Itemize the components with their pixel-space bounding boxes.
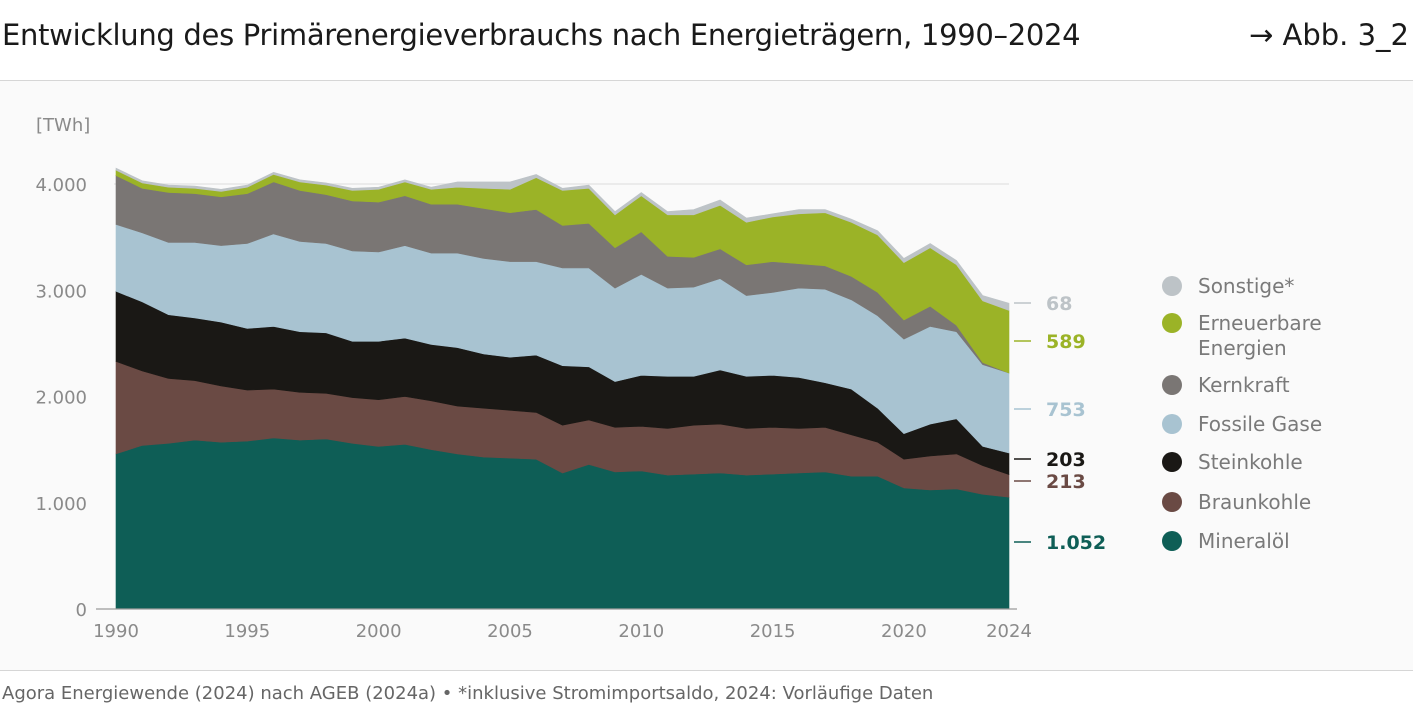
y-tick-label: 2.000 [35,388,87,409]
legend-swatch [1162,452,1182,472]
end-label: 753 [1046,399,1086,421]
source-note: Agora Energiewende (2024) nach AGEB (202… [2,683,934,704]
legend-label: Erneuerbare Energien [1198,311,1322,360]
stacked-area-chart: 0 1.000 2.000 3.000 4.000 [TWh] 1990 1995 2000 20… [35,115,1322,642]
legend-label: Sonstige* [1198,274,1294,298]
legend-label: Fossile Gase [1198,412,1322,436]
end-label: 589 [1046,331,1086,353]
x-tick-label: 2015 [750,621,796,642]
legend-label: Kernkraft [1198,373,1290,397]
legend-label-line: Energien [1198,336,1287,360]
legend-swatch [1162,531,1182,551]
end-label: 213 [1046,471,1086,493]
legend-label-line: Fossile Gase [1198,412,1322,436]
legend-swatch [1162,414,1182,434]
y-tick-label: 3.000 [35,281,87,302]
x-tick-label: 2000 [356,621,402,642]
x-tick-label: 1990 [93,621,139,642]
legend-swatch [1162,276,1182,296]
y-axis-unit: [TWh] [36,115,90,136]
y-tick-label: 0 [76,600,87,621]
x-tick-label: 2020 [881,621,927,642]
header: Entwicklung des Primärenergieverbrauchs … [0,0,1413,81]
figure-reference: → Abb. 3_2 [1248,18,1409,52]
end-label: 68 [1046,293,1072,315]
legend-label-line: Sonstige* [1198,274,1294,298]
area-sonstige [115,167,1010,311]
legend-label-line: Kernkraft [1198,373,1290,397]
end-label: 1.052 [1046,532,1106,554]
legend-label: Braunkohle [1198,490,1311,514]
legend-swatch [1162,375,1182,395]
legend-label: Steinkohle [1198,450,1303,474]
y-tick-label: 1.000 [35,494,87,515]
legend-label-line: Braunkohle [1198,490,1311,514]
footer: Agora Energiewende (2024) nach AGEB (202… [0,670,1413,715]
x-tick-label: 2010 [618,621,664,642]
end-label: 203 [1046,449,1086,471]
legend-label-line: Mineralöl [1198,529,1290,553]
legend-label: Mineralöl [1198,529,1290,553]
chart-area: 0 1.000 2.000 3.000 4.000 [TWh] 1990 1995 2000 20… [0,81,1413,670]
legend-label-line: Steinkohle [1198,450,1303,474]
legend-label-line: Erneuerbare [1198,311,1322,335]
x-tick-label: 2005 [487,621,533,642]
x-tick-label: 1995 [224,621,270,642]
legend-swatch [1162,492,1182,512]
x-tick-label: 2024 [986,621,1032,642]
legend-swatch [1162,313,1182,333]
y-tick-label: 4.000 [35,175,87,196]
page-title: Entwicklung des Primärenergieverbrauchs … [2,18,1081,52]
